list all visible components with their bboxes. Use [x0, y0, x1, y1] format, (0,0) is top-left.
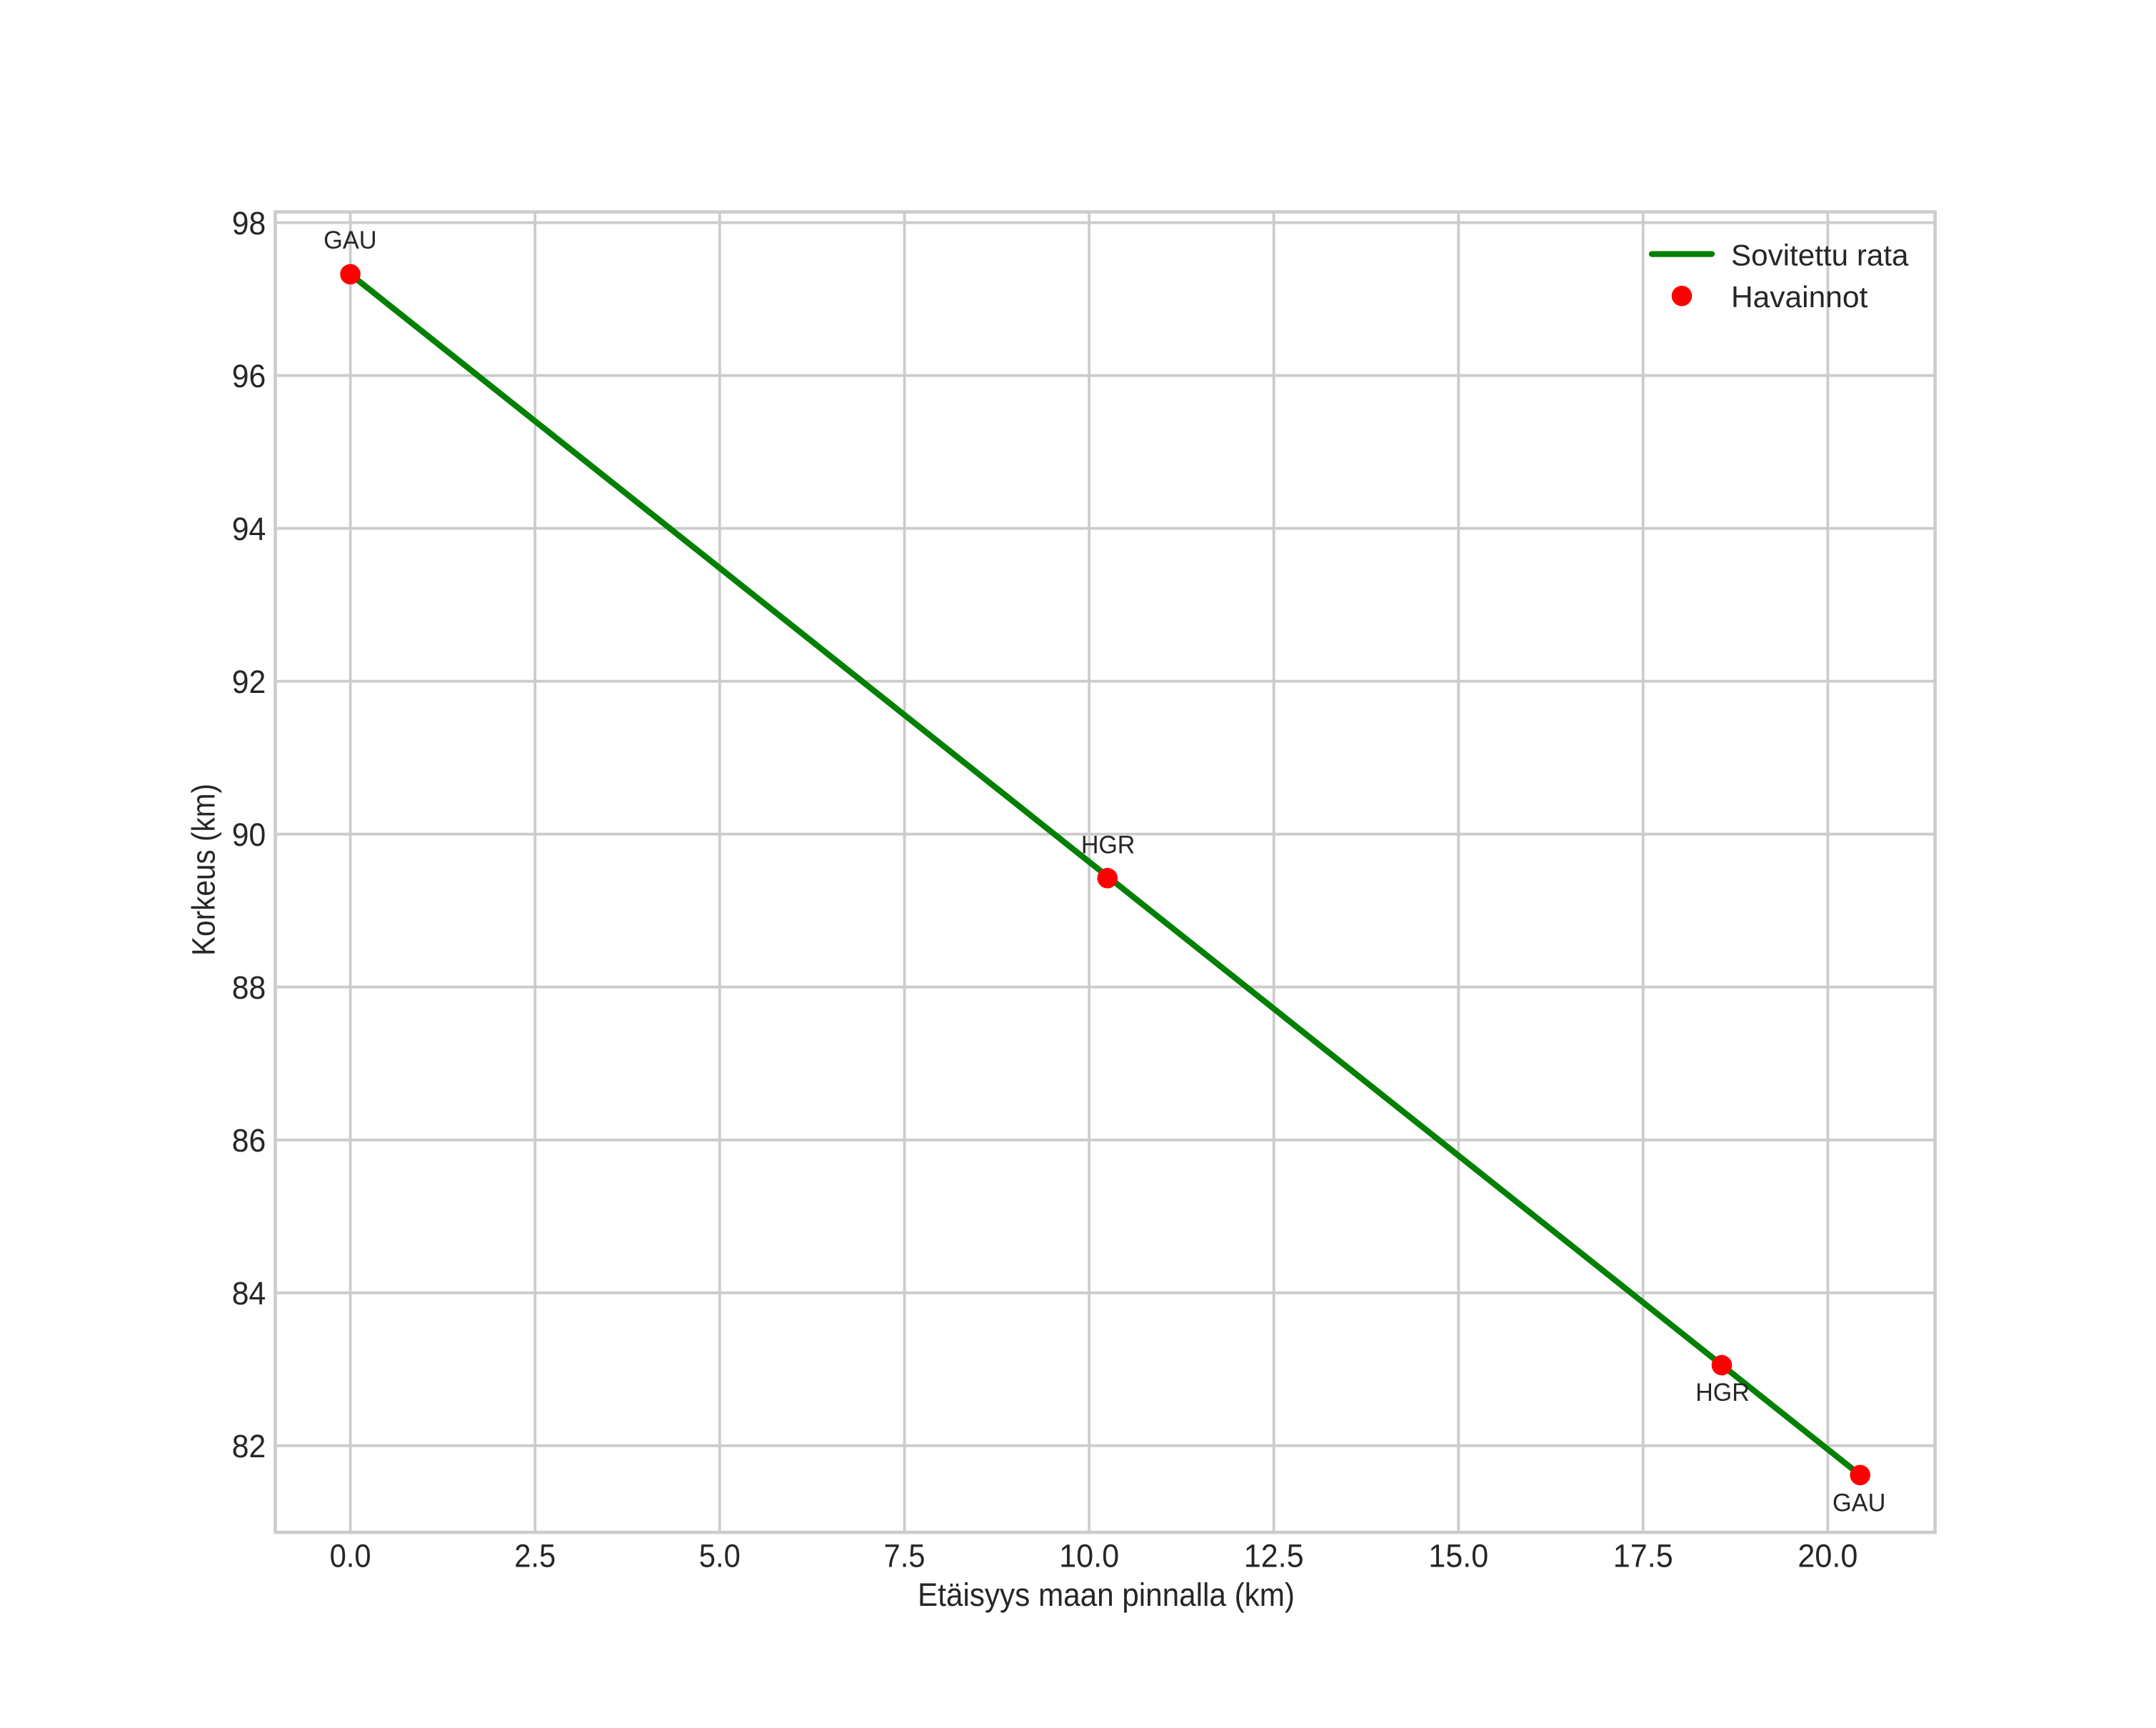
svg-text:0.0: 0.0 — [330, 1537, 371, 1574]
svg-text:2.5: 2.5 — [514, 1537, 556, 1574]
svg-text:90: 90 — [232, 816, 266, 853]
svg-text:Korkeus (km): Korkeus (km) — [185, 784, 221, 956]
svg-text:98: 98 — [232, 205, 266, 241]
svg-text:92: 92 — [232, 664, 266, 700]
svg-text:GAU: GAU — [1832, 1489, 1886, 1517]
svg-text:17.5: 17.5 — [1613, 1537, 1673, 1574]
svg-text:Havainnot: Havainnot — [1731, 280, 1868, 314]
svg-text:84: 84 — [232, 1275, 266, 1312]
svg-text:5.0: 5.0 — [699, 1537, 741, 1574]
svg-text:10.0: 10.0 — [1059, 1537, 1119, 1574]
svg-text:82: 82 — [232, 1428, 266, 1464]
svg-text:HGR: HGR — [1695, 1379, 1750, 1407]
svg-text:20.0: 20.0 — [1797, 1537, 1857, 1574]
svg-text:GAU: GAU — [324, 226, 377, 254]
svg-text:7.5: 7.5 — [884, 1537, 926, 1574]
svg-text:HGR: HGR — [1081, 831, 1135, 859]
svg-text:86: 86 — [232, 1122, 266, 1159]
svg-text:Sovitettu rata: Sovitettu rata — [1731, 238, 1909, 271]
svg-text:12.5: 12.5 — [1244, 1537, 1304, 1574]
svg-text:94: 94 — [232, 511, 266, 547]
svg-text:88: 88 — [232, 969, 266, 1006]
svg-text:15.0: 15.0 — [1428, 1537, 1488, 1574]
svg-text:96: 96 — [232, 358, 266, 394]
svg-text:Etäisyys maan pinnalla (km): Etäisyys maan pinnalla (km) — [918, 1577, 1295, 1613]
